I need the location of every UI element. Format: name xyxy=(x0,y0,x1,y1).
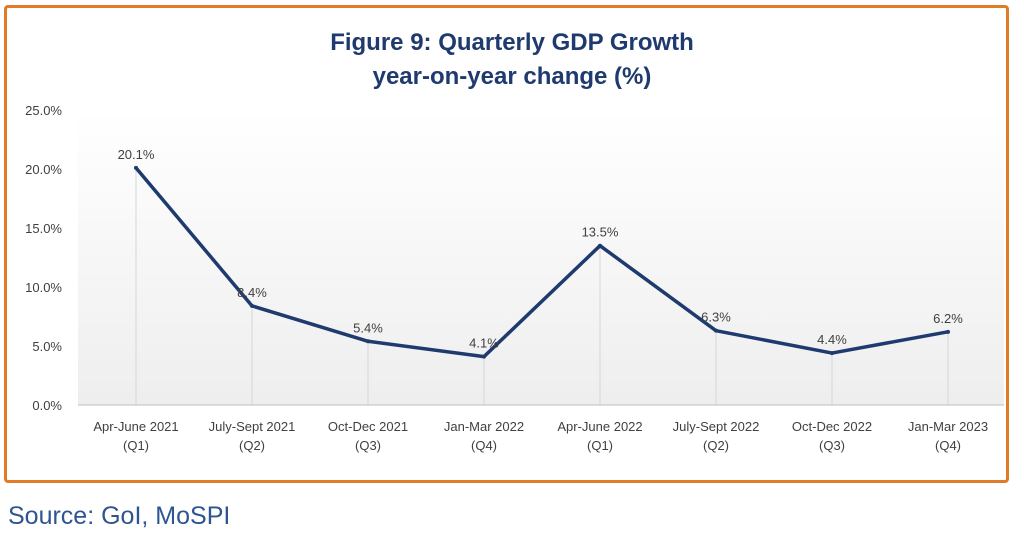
x-tick-label: Oct-Dec 2021 (Q3) xyxy=(328,419,408,453)
source-note: Source: GoI, MoSPI xyxy=(8,502,231,530)
x-tick-label: July-Sept 2021 (Q2) xyxy=(209,419,296,453)
data-point xyxy=(482,354,486,359)
series-line xyxy=(134,166,950,359)
data-label: 8.4% xyxy=(237,285,267,300)
x-tick-label: Jan-Mar 2023 (Q4) xyxy=(908,419,988,453)
chart-title: Figure 9: Quarterly GDP Growth xyxy=(330,29,694,56)
x-tick-label: Jan-Mar 2022 (Q4) xyxy=(444,419,524,453)
data-label: 4.4% xyxy=(817,332,847,347)
plot-area-background xyxy=(78,110,1004,405)
data-label: 5.4% xyxy=(353,320,383,335)
data-label: 4.1% xyxy=(469,336,499,351)
data-point xyxy=(830,351,834,356)
data-label: 20.1% xyxy=(118,147,155,162)
y-tick-label: 25.0% xyxy=(25,103,62,118)
data-point xyxy=(134,165,138,170)
x-tick-label: Apr-June 2022 (Q1) xyxy=(557,419,642,453)
y-tick-label: 0.0% xyxy=(32,398,62,413)
data-point xyxy=(946,329,950,334)
data-point xyxy=(714,328,718,333)
y-tick-label: 15.0% xyxy=(25,221,62,236)
y-tick-label: 10.0% xyxy=(25,280,62,295)
x-tick-label: July-Sept 2022 (Q2) xyxy=(673,419,760,453)
y-tick-label: 5.0% xyxy=(32,339,62,354)
x-tick-label: Apr-June 2021 (Q1) xyxy=(93,419,178,453)
data-point xyxy=(250,303,254,308)
data-label: 6.2% xyxy=(933,311,963,326)
data-label: 13.5% xyxy=(582,225,619,240)
data-label: 6.3% xyxy=(701,310,731,325)
data-point xyxy=(366,339,370,344)
x-tick-label: Oct-Dec 2022 (Q3) xyxy=(792,419,872,453)
y-tick-label: 20.0% xyxy=(25,162,62,177)
chart-subtitle: year-on-year change (%) xyxy=(372,63,652,90)
data-point xyxy=(598,243,602,248)
